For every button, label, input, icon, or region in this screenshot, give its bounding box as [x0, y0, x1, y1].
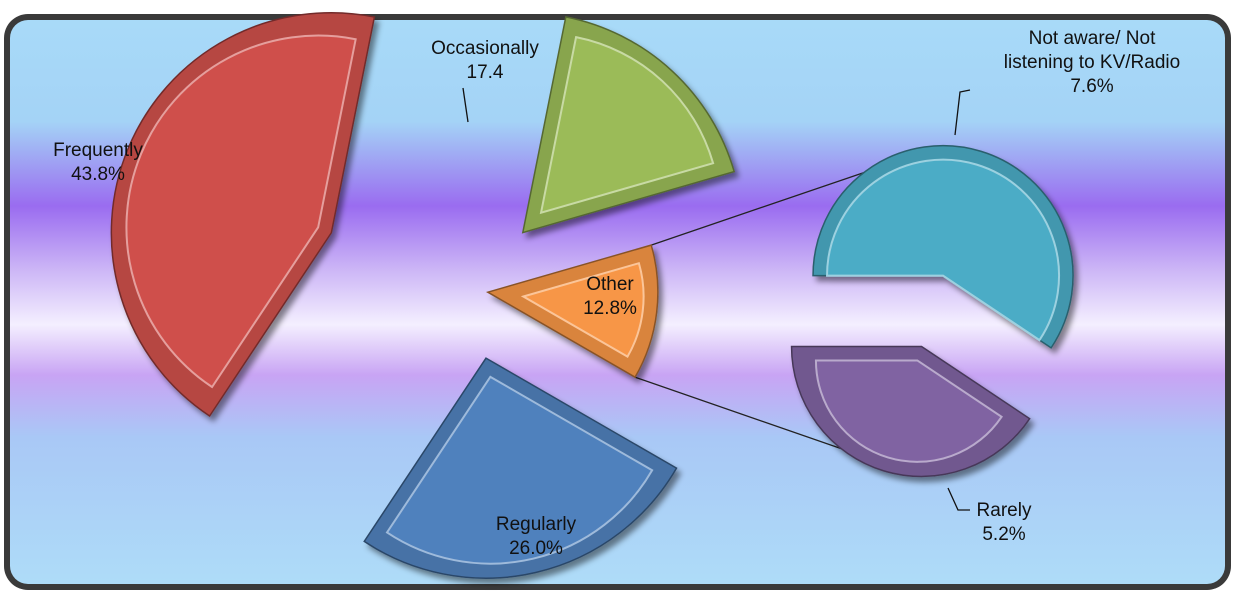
label-regularly: Regularly 26.0%: [496, 514, 577, 559]
leader-not-aware: [954, 89, 971, 136]
slice-frequently-face: [125, 34, 357, 389]
slice-occasionally-face: [539, 35, 715, 215]
label-rarely: Rarely 5.2%: [977, 500, 1032, 545]
label-not-aware: Not aware/ Not listening to KV/Radio 7.6%: [1004, 28, 1180, 97]
secondary-slice-rarely: [790, 345, 1031, 478]
label-other: Other 12.8%: [583, 274, 637, 319]
secondary-slice-not-aware-face: [826, 158, 1061, 342]
label-regularly-text: Regularly: [496, 514, 577, 535]
slice-other: [485, 244, 659, 379]
label-other-text: Other: [586, 274, 634, 295]
leader-rarely: [947, 487, 970, 511]
slice-regularly: [363, 357, 678, 579]
leader-occasionally: [462, 87, 469, 123]
slice-occasionally: [521, 15, 736, 234]
label-frequently: Frequently 43.8%: [53, 140, 143, 185]
label-not-aware-text: listening to KV/Radio: [1004, 52, 1180, 73]
label-frequently-text: Frequently: [53, 140, 143, 161]
label-not-aware-value: 7.6%: [1070, 76, 1113, 97]
slice-other-face: [520, 261, 645, 358]
slice-frequently: [110, 12, 376, 418]
label-not-aware-text: Not aware/ Not: [1029, 28, 1156, 49]
label-regularly-value: 26.0%: [509, 538, 563, 559]
slices: [110, 12, 1074, 579]
label-occasionally-text: Occasionally: [431, 38, 539, 59]
secondary-slice-not-aware: [812, 144, 1074, 349]
label-rarely-value: 5.2%: [982, 524, 1025, 545]
slice-regularly-face: [385, 375, 654, 565]
label-frequently-value: 43.8%: [71, 164, 125, 185]
label-occasionally: Occasionally 17.4: [431, 38, 539, 83]
data-labels: Frequently 43.8% Occasionally 17.4 Other 12.8…: [53, 28, 1180, 559]
secondary-slice-rarely-face: [814, 359, 1003, 463]
label-occasionally-value: 17.4: [467, 62, 504, 83]
label-other-value: 12.8%: [583, 298, 637, 319]
label-rarely-text: Rarely: [977, 500, 1032, 521]
